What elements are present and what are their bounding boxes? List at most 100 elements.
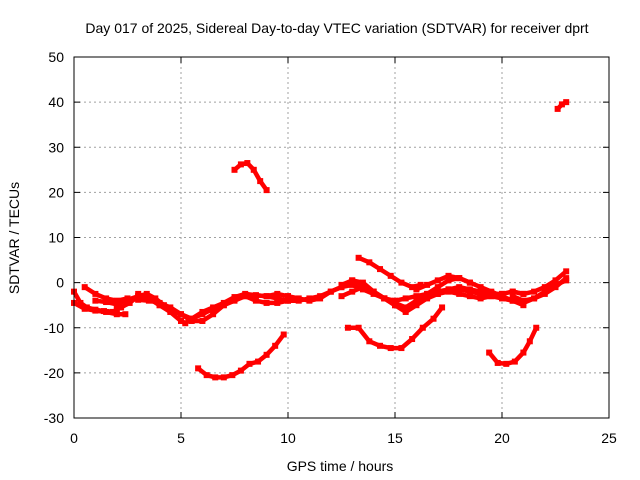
y-tick-label: -20 (44, 365, 64, 381)
data-point (231, 166, 238, 173)
data-point (263, 293, 270, 300)
data-point (531, 288, 538, 295)
data-point (413, 297, 420, 304)
data-point (402, 304, 409, 311)
data-point (280, 331, 287, 338)
data-point (203, 372, 210, 379)
data-point (488, 288, 495, 295)
data-point (494, 359, 501, 366)
data-point (554, 105, 561, 112)
data-point (377, 342, 384, 349)
data-point (338, 293, 345, 300)
data-point (366, 338, 373, 345)
data-point (274, 299, 281, 306)
data-point (434, 284, 441, 291)
data-point (122, 311, 129, 318)
data-point (349, 281, 356, 288)
data-point (195, 365, 202, 372)
y-tick-label: 30 (48, 139, 64, 155)
data-point (199, 317, 206, 324)
data-point (499, 290, 505, 297)
data-point (398, 345, 405, 352)
data-point (92, 297, 99, 304)
data-point (237, 367, 244, 374)
data-point (118, 304, 125, 311)
data-point (349, 288, 356, 295)
data-point (295, 295, 302, 302)
data-point (237, 161, 244, 168)
data-point (359, 284, 366, 291)
data-point (231, 297, 238, 304)
series-track-6 (135, 291, 291, 326)
data-point (327, 288, 334, 295)
data-point (445, 272, 452, 279)
data-point (103, 295, 110, 302)
data-point (520, 297, 527, 304)
y-axis-label: SDTVAR / TECUs (6, 182, 22, 294)
data-point (387, 345, 394, 352)
data-point (477, 284, 484, 291)
data-point (456, 275, 463, 282)
y-tick-label: 50 (48, 49, 64, 65)
data-point (439, 304, 446, 311)
data-point (257, 178, 264, 185)
data-point (126, 299, 133, 306)
data-point (434, 277, 441, 284)
data-point (392, 302, 398, 309)
data-point (541, 284, 548, 291)
data-point (167, 308, 174, 315)
y-tick-label: 20 (48, 184, 64, 200)
data-point (466, 293, 473, 300)
grid (74, 57, 609, 418)
y-tick-label: -10 (44, 320, 64, 336)
data-point (113, 311, 120, 318)
data-point (103, 308, 110, 315)
data-point (231, 294, 238, 301)
data-point (424, 293, 431, 300)
data-point (477, 295, 484, 302)
data-point (263, 351, 270, 358)
data-point (92, 290, 99, 297)
data-point (113, 297, 120, 304)
data-point (409, 336, 416, 343)
data-point (563, 99, 570, 106)
data-point (81, 305, 88, 312)
data-point (413, 302, 420, 309)
data-series (71, 99, 570, 381)
data-point (285, 297, 291, 304)
data-point (250, 166, 257, 173)
data-point (417, 281, 424, 288)
data-point (229, 372, 236, 379)
data-point (430, 315, 437, 322)
data-point (413, 286, 420, 293)
data-point (509, 288, 516, 295)
data-point (242, 293, 249, 300)
data-point (210, 304, 217, 311)
data-point (552, 284, 559, 291)
data-point (477, 288, 484, 295)
data-point (509, 297, 516, 304)
data-point (520, 290, 527, 297)
x-axis-label: GPS time / hours (287, 458, 394, 474)
data-point (531, 295, 538, 302)
data-point (182, 320, 189, 327)
data-point (81, 284, 88, 291)
data-point (188, 315, 195, 322)
data-point (402, 308, 409, 315)
data-point (381, 295, 388, 302)
data-point (244, 160, 251, 167)
data-point (533, 324, 540, 331)
data-point (387, 272, 394, 279)
data-point (355, 324, 362, 331)
data-point (355, 254, 362, 261)
data-point (558, 101, 565, 108)
data-point (210, 311, 217, 318)
data-point (135, 290, 142, 297)
data-point (563, 275, 570, 282)
data-point (178, 317, 184, 324)
data-point (520, 349, 527, 356)
x-tick-label: 5 (177, 430, 185, 446)
data-point (445, 288, 452, 295)
axis-ticks: 0 5 10 15 20 25 -30 -20 -10 0 10 20 30 40 50 (44, 49, 617, 446)
